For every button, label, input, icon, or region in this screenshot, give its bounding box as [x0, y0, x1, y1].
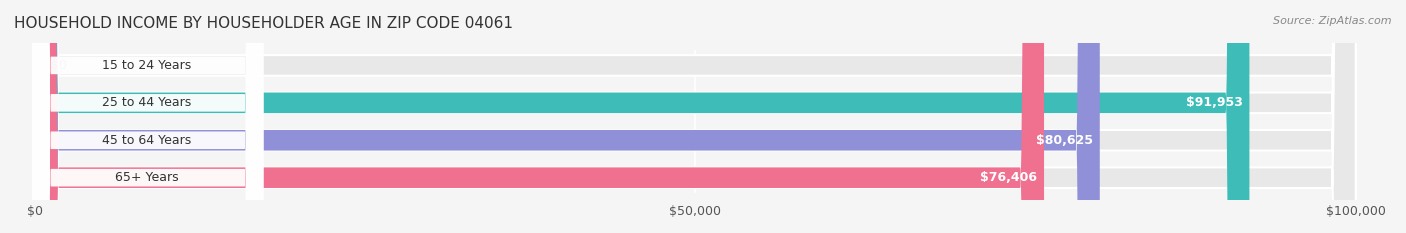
FancyBboxPatch shape [35, 0, 1099, 233]
Text: $80,625: $80,625 [1036, 134, 1094, 147]
FancyBboxPatch shape [35, 0, 1250, 233]
Text: 65+ Years: 65+ Years [115, 171, 179, 184]
FancyBboxPatch shape [35, 0, 1045, 233]
FancyBboxPatch shape [32, 0, 263, 233]
Text: 25 to 44 Years: 25 to 44 Years [103, 96, 191, 109]
FancyBboxPatch shape [35, 0, 1355, 233]
Text: Source: ZipAtlas.com: Source: ZipAtlas.com [1274, 16, 1392, 26]
Text: 15 to 24 Years: 15 to 24 Years [103, 59, 191, 72]
Text: 45 to 64 Years: 45 to 64 Years [103, 134, 191, 147]
FancyBboxPatch shape [35, 0, 1355, 233]
FancyBboxPatch shape [32, 0, 263, 233]
FancyBboxPatch shape [32, 0, 263, 233]
FancyBboxPatch shape [32, 0, 263, 233]
Text: $0: $0 [51, 59, 66, 72]
Text: HOUSEHOLD INCOME BY HOUSEHOLDER AGE IN ZIP CODE 04061: HOUSEHOLD INCOME BY HOUSEHOLDER AGE IN Z… [14, 16, 513, 31]
FancyBboxPatch shape [35, 0, 1355, 233]
Text: $91,953: $91,953 [1185, 96, 1243, 109]
Text: $76,406: $76,406 [980, 171, 1038, 184]
FancyBboxPatch shape [35, 0, 1355, 233]
